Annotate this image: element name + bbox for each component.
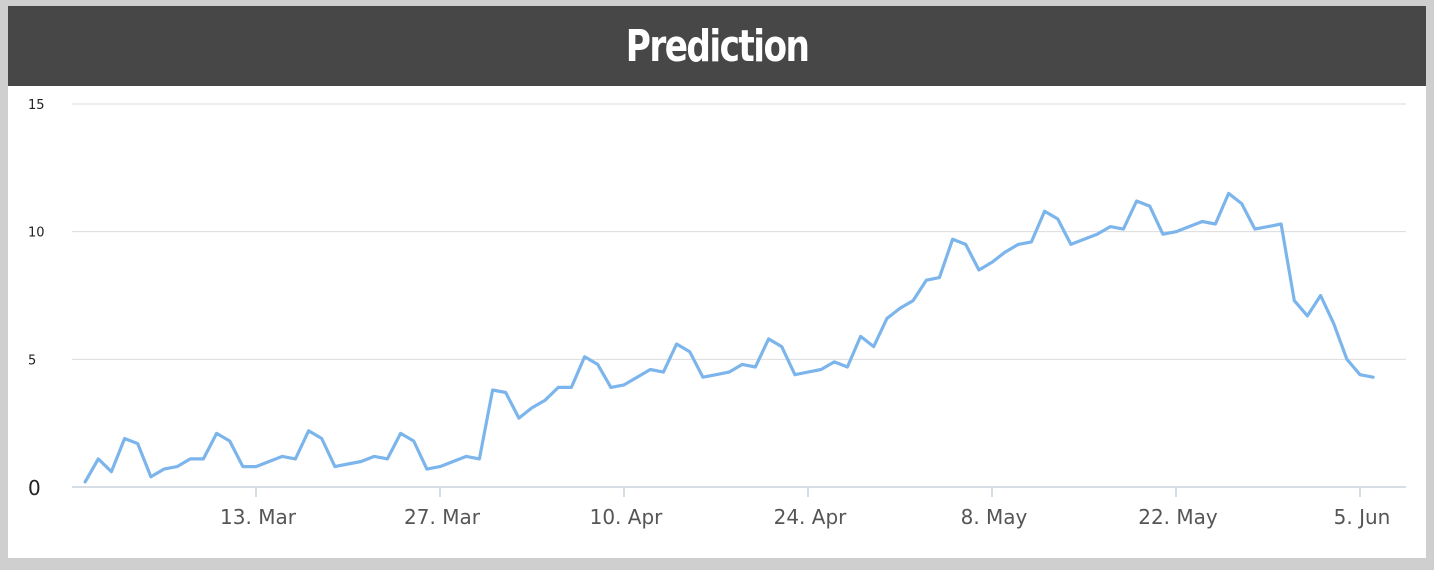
y-tick-label: 15: [28, 98, 45, 113]
chart-header: Prediction: [8, 6, 1426, 86]
x-tick-label: 8. May: [961, 505, 1028, 529]
chart-title: Prediction: [625, 20, 810, 72]
series-line: [83, 191, 1375, 484]
x-tick-label: 22. May: [1138, 505, 1218, 529]
y-axis-ticks: 0 5 10 15: [28, 98, 45, 500]
y-tick-label: 10: [28, 226, 45, 241]
x-tick-label: 13. Mar: [220, 505, 297, 529]
x-tick-label: 10. Apr: [590, 505, 664, 529]
x-axis: 13. Mar 27. Mar 10. Apr 24. Apr 8. May 22. Ma…: [72, 486, 1406, 529]
series-group: [83, 191, 1375, 484]
y-gridlines: [72, 103, 1406, 360]
x-tick-label: 5. Jun: [1334, 505, 1391, 529]
y-tick-label: 0: [28, 476, 41, 500]
x-tick-label: 24. Apr: [774, 505, 848, 529]
y-tick-label: 5: [28, 353, 36, 368]
x-tick-label: 27. Mar: [404, 505, 481, 529]
